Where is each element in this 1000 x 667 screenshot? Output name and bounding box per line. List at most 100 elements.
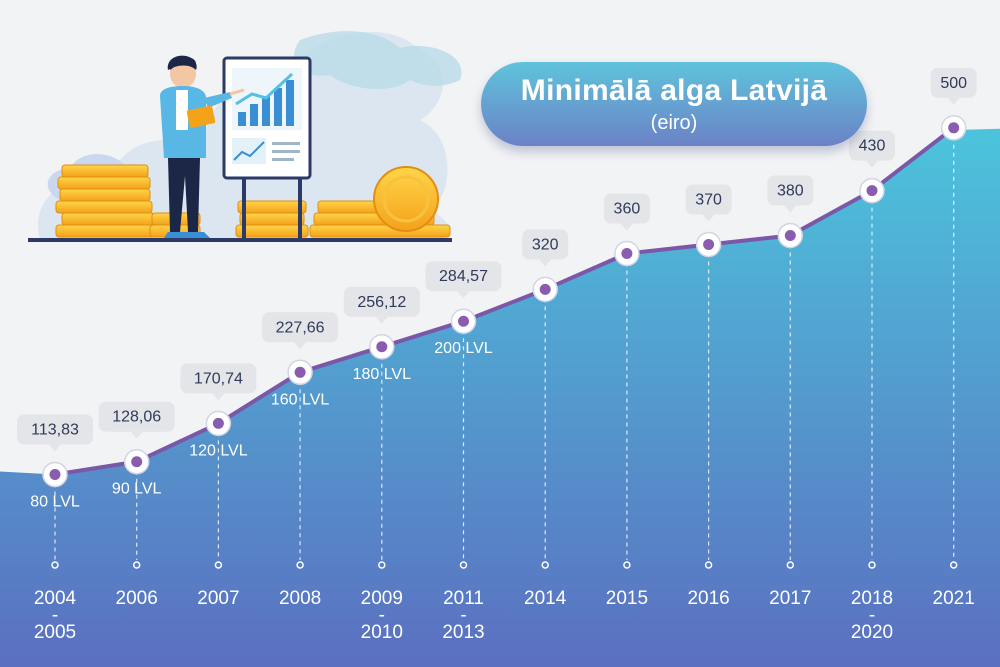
- x-tick-label: 2008: [279, 588, 321, 609]
- value-label: 227,66: [262, 312, 339, 350]
- value-label-text: 370: [695, 192, 722, 209]
- x-tick-label: 2015: [606, 588, 648, 609]
- x-tick-label: 2006: [116, 588, 158, 609]
- data-point-dot: [458, 315, 469, 327]
- data-point: [42, 461, 68, 488]
- data-point: [614, 240, 640, 267]
- value-label-pointer: [294, 342, 307, 350]
- x-tick-label: 2004 -2005: [34, 588, 77, 643]
- value-label: 128,06: [98, 401, 175, 439]
- x-tick-label: 2009 -2010: [361, 588, 403, 643]
- data-point-dot: [784, 230, 796, 242]
- value-label-box: [343, 286, 420, 317]
- trend-polyline: [54, 126, 955, 477]
- value-label-text: 380: [777, 183, 804, 200]
- axis-dot: [296, 561, 304, 569]
- data-point: [450, 308, 477, 334]
- value-label-text: 128,06: [112, 409, 161, 426]
- axis-dot: [459, 561, 468, 569]
- x-tick-label: 2017: [769, 588, 811, 609]
- value-label-box: [522, 229, 569, 260]
- value-label-box: [767, 175, 814, 206]
- data-point: [859, 177, 885, 204]
- lvl-label: 200 LVL: [434, 340, 493, 357]
- value-label-pointer: [784, 205, 797, 213]
- data-point-dot: [948, 122, 960, 134]
- value-label: 320: [522, 229, 569, 267]
- value-label-pointer: [866, 160, 878, 168]
- lvl-label: 80 LVL: [30, 494, 80, 511]
- area-fill: [0, 127, 1000, 667]
- value-label-pointer: [212, 393, 225, 401]
- lvl-label: 160 LVL: [271, 391, 330, 408]
- data-point-dot: [49, 469, 61, 481]
- value-label-box: [425, 261, 502, 292]
- value-label: 380: [767, 175, 814, 213]
- value-label-pointer: [130, 431, 143, 439]
- axis-dot: [949, 561, 958, 569]
- lvl-label: 120 LVL: [189, 442, 248, 459]
- axis-dot: [51, 561, 59, 569]
- axis-dot: [132, 561, 141, 569]
- value-label: 360: [603, 193, 650, 231]
- lvl-labels: 80 LVL 90 LVL 120 LVL 160 LVL 180 LVL 200 LVL: [30, 340, 493, 510]
- value-label-box: [180, 363, 257, 394]
- axis-dot: [378, 561, 386, 569]
- value-label-pointer: [620, 223, 633, 231]
- x-tick-label: 2016: [687, 588, 729, 609]
- value-label: 284,57: [425, 261, 502, 299]
- drop-lines: [51, 136, 958, 569]
- data-point-dot: [866, 185, 878, 197]
- data-point: [940, 115, 967, 141]
- value-label-pointer: [457, 291, 470, 299]
- value-label: 370: [685, 184, 732, 222]
- value-label-box: [603, 193, 650, 224]
- axis-dot: [786, 561, 795, 569]
- value-label: 256,12: [343, 286, 420, 324]
- lvl-label: 180 LVL: [353, 366, 412, 383]
- value-label-box: [930, 67, 977, 98]
- data-point-dot: [294, 366, 306, 378]
- value-label-box: [17, 414, 93, 445]
- value-label: 500: [930, 67, 977, 105]
- data-point-dot: [539, 283, 551, 295]
- data-point-dot: [376, 341, 388, 353]
- axis-dot: [623, 561, 631, 569]
- data-point: [695, 231, 722, 258]
- value-label-text: 256,12: [357, 294, 406, 311]
- x-tick-label: 2014: [524, 588, 567, 609]
- data-point: [205, 410, 232, 437]
- value-label-text: 284,57: [439, 268, 488, 285]
- value-label-pointer: [947, 97, 960, 105]
- trend-line: [54, 126, 955, 477]
- value-label-pointer: [375, 316, 388, 324]
- data-markers: [42, 115, 967, 488]
- data-point-dot: [621, 247, 633, 259]
- value-label-text: 430: [859, 138, 886, 155]
- x-tick-label: 2011 -2013: [442, 588, 484, 643]
- axis-dot: [214, 561, 223, 569]
- value-labels: 113,83 128,06 170,74 227,66 256,12 284,57 320 3…: [17, 67, 977, 452]
- data-point: [532, 276, 558, 303]
- x-tick-label: 2021: [933, 588, 975, 609]
- value-label-text: 320: [532, 236, 559, 253]
- data-point: [287, 359, 313, 386]
- data-point: [123, 448, 150, 475]
- value-label-text: 170,74: [194, 370, 243, 387]
- value-label: 113,83: [17, 414, 93, 452]
- value-label-pointer: [702, 214, 715, 222]
- presenter-illustration-icon: [28, 31, 462, 242]
- value-label-text: 500: [940, 75, 967, 92]
- data-point: [777, 222, 804, 249]
- x-tick-label: 2007: [197, 588, 239, 609]
- axis-dot: [541, 561, 549, 569]
- value-label: 430: [849, 130, 895, 168]
- value-label-box: [685, 184, 732, 215]
- axis-dot: [868, 561, 876, 569]
- area-shape: [0, 127, 1000, 667]
- value-label-text: 360: [614, 200, 641, 217]
- data-point: [369, 334, 395, 360]
- x-tick-label: 2018 -2020: [851, 588, 893, 643]
